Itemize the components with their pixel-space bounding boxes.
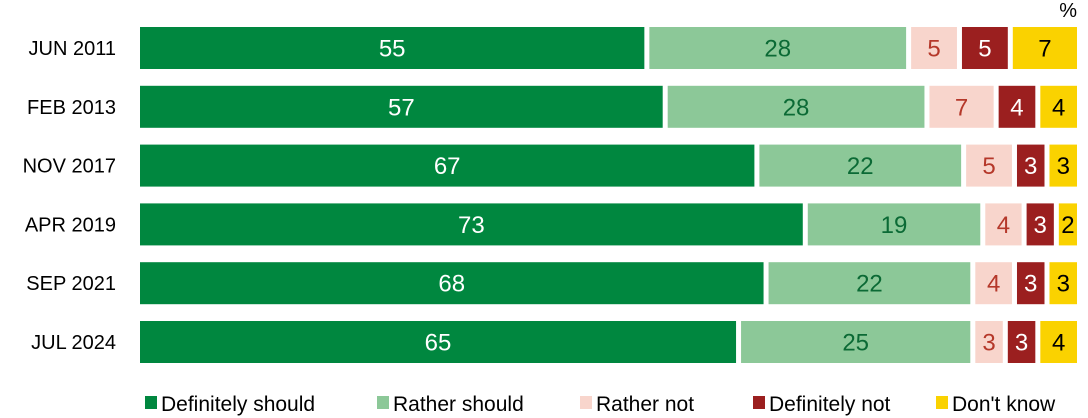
legend-swatch-don-t-know xyxy=(936,396,948,409)
legend-label-definitely-not: Definitely not xyxy=(769,393,891,416)
category-labels: JUN 2011 FEB 2013 NOV 2017 APR 2019 SEP 2021… xyxy=(23,38,116,354)
bar-rather-not-jul-2024 xyxy=(975,321,1003,363)
bar-rather-should-apr-2019 xyxy=(807,203,981,246)
category-label-jun-2011: JUN 2011 xyxy=(29,38,116,60)
data-label-definitely-not-apr-2019: 3 xyxy=(1034,212,1047,239)
data-label-rather-not-apr-2019: 4 xyxy=(997,212,1010,239)
bar-rather-should-feb-2013 xyxy=(667,85,925,128)
bar-definitely-not-apr-2019 xyxy=(1026,203,1054,246)
legend-swatch-definitely-not xyxy=(753,396,765,409)
bar-rather-not-apr-2019 xyxy=(985,203,1022,246)
bar-definitely-should-jul-2024 xyxy=(140,321,737,363)
legend-swatch-definitely-should xyxy=(145,396,157,409)
bar-definitely-not-jul-2024 xyxy=(1007,321,1036,363)
bar-rather-should-nov-2017 xyxy=(759,144,962,187)
data-label-definitely-not-nov-2017: 3 xyxy=(1024,153,1037,180)
data-label-definitely-should-apr-2019: 73 xyxy=(458,212,485,239)
data-label-rather-should-jun-2011: 28 xyxy=(764,36,791,63)
bar-definitely-should-nov-2017 xyxy=(140,144,755,187)
bar-definitely-not-jun-2011 xyxy=(961,27,1008,69)
legend-swatch-rather-should xyxy=(377,396,389,409)
bar-definitely-should-sep-2021 xyxy=(140,262,764,305)
data-label-definitely-not-jul-2024: 3 xyxy=(1015,330,1028,357)
data-label-rather-not-jul-2024: 3 xyxy=(982,330,995,357)
bar-rather-not-nov-2017 xyxy=(966,144,1012,187)
data-label-rather-should-nov-2017: 22 xyxy=(847,153,874,180)
bar-rather-not-jun-2011 xyxy=(911,27,957,69)
unit-label: % xyxy=(1059,0,1077,22)
category-label-apr-2019: APR 2019 xyxy=(25,214,116,236)
data-label-definitely-should-sep-2021: 68 xyxy=(438,271,465,298)
bar-definitely-should-jun-2011 xyxy=(140,27,645,69)
data-label-definitely-should-jun-2011: 55 xyxy=(379,36,406,63)
bar-don-t-know-nov-2017 xyxy=(1049,144,1077,187)
bar-don-t-know-apr-2019 xyxy=(1058,203,1077,246)
data-label-don-t-know-jul-2024: 4 xyxy=(1052,330,1065,357)
data-label-definitely-not-jun-2011: 5 xyxy=(978,36,991,63)
legend-label-rather-should: Rather should xyxy=(393,393,524,416)
bar-rather-should-sep-2021 xyxy=(768,262,971,305)
data-label-definitely-should-feb-2013: 57 xyxy=(388,94,415,121)
data-label-rather-should-jul-2024: 25 xyxy=(842,330,869,357)
data-label-rather-not-jun-2011: 5 xyxy=(927,36,940,63)
data-label-rather-should-sep-2021: 22 xyxy=(856,271,883,298)
data-label-rather-not-sep-2021: 4 xyxy=(987,271,1000,298)
legend-label-don-t-know: Don't know xyxy=(952,393,1056,416)
category-label-sep-2021: SEP 2021 xyxy=(26,273,116,295)
data-label-definitely-should-nov-2017: 67 xyxy=(434,153,461,180)
bar-rather-not-feb-2013 xyxy=(929,85,994,128)
data-label-don-t-know-nov-2017: 3 xyxy=(1057,153,1070,180)
bar-definitely-should-apr-2019 xyxy=(140,203,803,246)
bar-definitely-not-nov-2017 xyxy=(1016,144,1045,187)
category-label-jul-2024: JUL 2024 xyxy=(31,332,116,354)
bar-don-t-know-jun-2011 xyxy=(1012,27,1077,69)
bar-definitely-should-feb-2013 xyxy=(140,85,663,128)
bar-rather-should-jun-2011 xyxy=(649,27,907,69)
bar-stack-area: 55 28 5 5 757 28 7 4 467 22 5 3 373 19 4 3 268 22 4 3 365 25 3… xyxy=(140,27,1077,363)
legend-swatch-rather-not xyxy=(580,396,592,409)
bar-don-t-know-jul-2024 xyxy=(1040,321,1077,363)
data-label-rather-not-nov-2017: 5 xyxy=(982,153,995,180)
legend: Definitely should Rather should Rather not… xyxy=(145,393,1056,416)
bar-rather-should-jul-2024 xyxy=(741,321,971,363)
data-label-don-t-know-sep-2021: 3 xyxy=(1057,271,1070,298)
data-label-don-t-know-feb-2013: 4 xyxy=(1052,94,1065,121)
data-label-rather-not-feb-2013: 7 xyxy=(955,94,968,121)
bar-definitely-not-feb-2013 xyxy=(998,85,1036,128)
bar-rather-not-sep-2021 xyxy=(975,262,1012,305)
bar-don-t-know-sep-2021 xyxy=(1049,262,1077,305)
data-label-rather-should-feb-2013: 28 xyxy=(783,94,810,121)
legend-label-definitely-should: Definitely should xyxy=(161,393,315,416)
category-label-nov-2017: NOV 2017 xyxy=(23,156,116,178)
data-label-definitely-should-jul-2024: 65 xyxy=(425,330,452,357)
data-label-rather-should-apr-2019: 19 xyxy=(881,212,908,239)
bar-definitely-not-sep-2021 xyxy=(1016,262,1045,305)
bar-don-t-know-feb-2013 xyxy=(1040,85,1077,128)
legend-label-rather-not: Rather not xyxy=(596,393,694,416)
data-label-definitely-not-feb-2013: 4 xyxy=(1010,94,1023,121)
data-label-definitely-not-sep-2021: 3 xyxy=(1024,271,1037,298)
category-label-feb-2013: FEB 2013 xyxy=(27,97,116,119)
data-label-don-t-know-apr-2019: 2 xyxy=(1061,212,1074,239)
data-label-don-t-know-jun-2011: 7 xyxy=(1038,36,1051,63)
